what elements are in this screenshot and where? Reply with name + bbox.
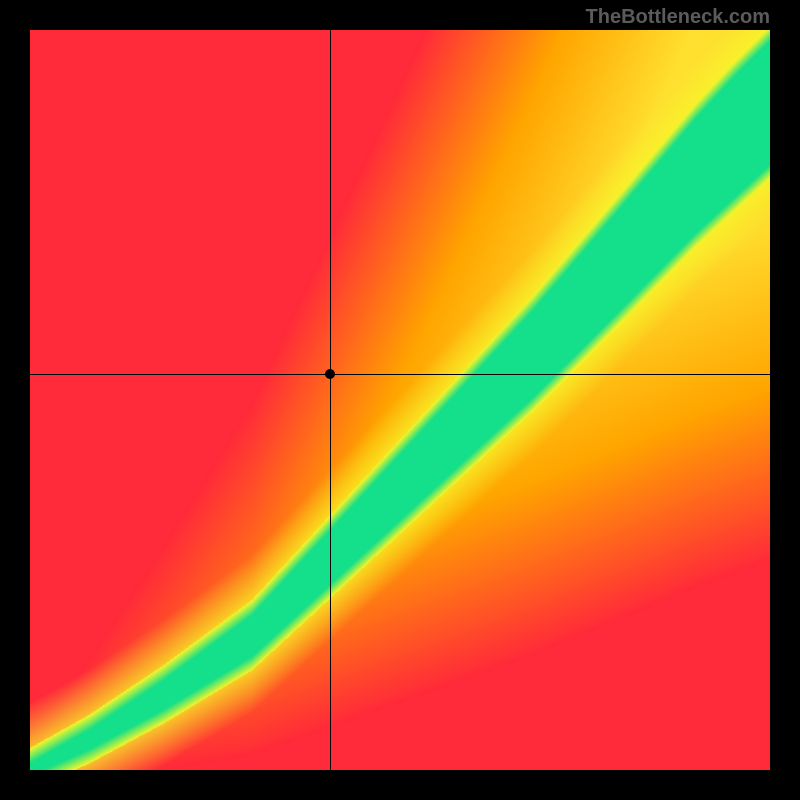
crosshair-vertical [330, 30, 331, 770]
marker-dot [325, 369, 335, 379]
watermark-text: TheBottleneck.com [586, 6, 770, 29]
heatmap-canvas [30, 30, 770, 770]
crosshair-horizontal [30, 374, 770, 375]
heatmap-chart [30, 30, 770, 770]
